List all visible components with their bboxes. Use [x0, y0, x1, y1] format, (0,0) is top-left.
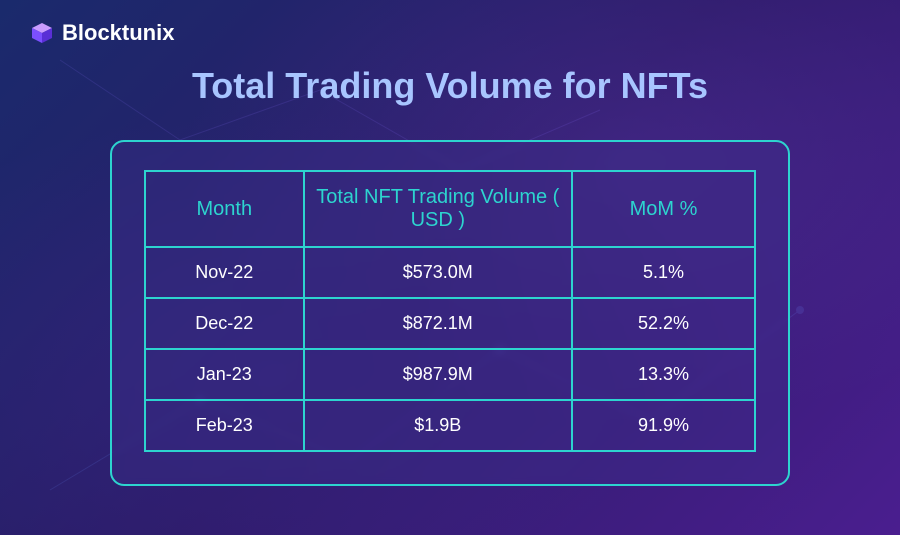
brand-logo: Blocktunix	[30, 20, 174, 46]
table-row: Dec-22 $872.1M 52.2%	[145, 298, 755, 349]
table-row: Jan-23 $987.9M 13.3%	[145, 349, 755, 400]
column-header-volume: Total NFT Trading Volume ( USD )	[304, 171, 572, 247]
cell-month: Dec-22	[145, 298, 304, 349]
cell-month: Feb-23	[145, 400, 304, 451]
cell-month: Jan-23	[145, 349, 304, 400]
table-header-row: Month Total NFT Trading Volume ( USD ) M…	[145, 171, 755, 247]
cell-volume: $987.9M	[304, 349, 572, 400]
page-title: Total Trading Volume for NFTs	[0, 65, 900, 107]
cell-mom: 13.3%	[572, 349, 755, 400]
cell-volume: $872.1M	[304, 298, 572, 349]
cell-month: Nov-22	[145, 247, 304, 298]
cell-mom: 91.9%	[572, 400, 755, 451]
cell-mom: 52.2%	[572, 298, 755, 349]
cell-volume: $573.0M	[304, 247, 572, 298]
table-row: Feb-23 $1.9B 91.9%	[145, 400, 755, 451]
cube-icon	[30, 21, 54, 45]
table-panel: Month Total NFT Trading Volume ( USD ) M…	[110, 140, 790, 486]
cell-mom: 5.1%	[572, 247, 755, 298]
cell-volume: $1.9B	[304, 400, 572, 451]
table-row: Nov-22 $573.0M 5.1%	[145, 247, 755, 298]
brand-name: Blocktunix	[62, 20, 174, 46]
nft-volume-table: Month Total NFT Trading Volume ( USD ) M…	[144, 170, 756, 452]
column-header-month: Month	[145, 171, 304, 247]
column-header-mom: MoM %	[572, 171, 755, 247]
